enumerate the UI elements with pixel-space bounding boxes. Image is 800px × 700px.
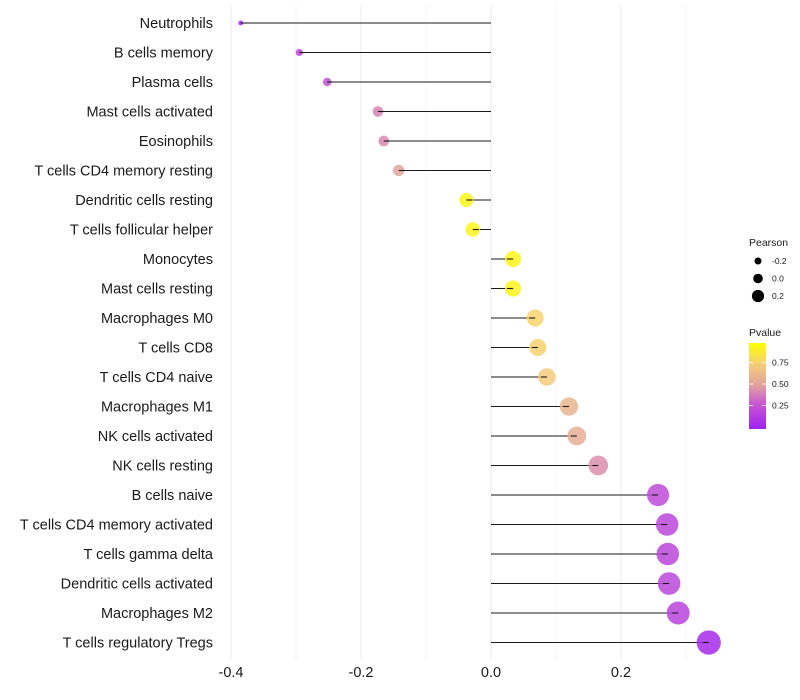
legend-size-label: 0.2: [772, 291, 784, 301]
legend-size-dot: [753, 273, 763, 284]
y-axis-label: Eosinophils: [139, 134, 213, 150]
legend-size-label: -0.2: [772, 256, 787, 266]
y-axis-label: Dendritic cells activated: [61, 577, 213, 593]
y-axis-label: Macrophages M2: [101, 606, 213, 622]
x-axis-ticks: -0.4 -0.2 0.0 0.2: [219, 665, 632, 681]
legend-pvalue-label: 0.50: [772, 379, 789, 389]
y-axis-label: B cells naive: [132, 488, 213, 504]
legend-pvalue: Pvalue 0.25 0.50 0.75: [749, 327, 789, 429]
y-axis-label: NK cells activated: [98, 429, 213, 445]
y-axis-label: Dendritic cells resting: [75, 193, 213, 209]
y-axis-label: T cells follicular helper: [70, 223, 213, 239]
legend-size-label: 0.0: [772, 274, 784, 284]
y-axis-label: T cells gamma delta: [84, 547, 214, 563]
x-axis-tick-label: -0.2: [349, 665, 374, 681]
y-axis-label: Macrophages M0: [101, 311, 213, 327]
legend-size-dot: [754, 257, 762, 265]
x-axis-tick-label: -0.4: [219, 665, 244, 681]
dots: [238, 20, 721, 655]
stems: [240, 22, 709, 644]
legend-size-dot: [751, 289, 765, 303]
pvalue-colorbar: [749, 343, 766, 429]
y-axis-label: Plasma cells: [132, 75, 213, 91]
y-axis-label: Monocytes: [143, 252, 213, 268]
y-axis-label: Neutrophils: [140, 16, 213, 32]
legend-pearson-title: Pearson: [749, 237, 788, 249]
y-axis-label: Macrophages M1: [101, 400, 213, 416]
y-axis-label: T cells CD4 naive: [100, 370, 213, 386]
data-point: [656, 542, 680, 566]
y-axis-label: T cells CD8: [138, 341, 213, 357]
x-axis-tick-label: 0.0: [481, 665, 501, 681]
legend-pvalue-label: 0.25: [772, 401, 789, 411]
data-point: [666, 601, 690, 625]
grid-lines: [230, 5, 687, 660]
y-axis-label: T cells CD4 memory activated: [20, 518, 213, 534]
legend-pvalue-title: Pvalue: [749, 327, 781, 339]
y-axis-label: T cells regulatory Tregs: [63, 636, 213, 652]
x-axis-tick-label: 0.2: [611, 665, 631, 681]
y-axis-label: T cells CD4 memory resting: [34, 164, 213, 180]
y-axis-label: NK cells resting: [112, 459, 213, 475]
y-axis-label: B cells memory: [114, 46, 214, 62]
y-axis-labels: Neutrophils B cells memory Plasma cells Mas…: [20, 16, 214, 652]
legend-pvalue-label: 0.75: [772, 358, 789, 368]
y-axis-label: Mast cells resting: [101, 282, 213, 298]
y-axis-label: Mast cells activated: [86, 105, 213, 121]
legend-pearson: Pearson -0.2 0.0 0.2: [749, 237, 788, 303]
